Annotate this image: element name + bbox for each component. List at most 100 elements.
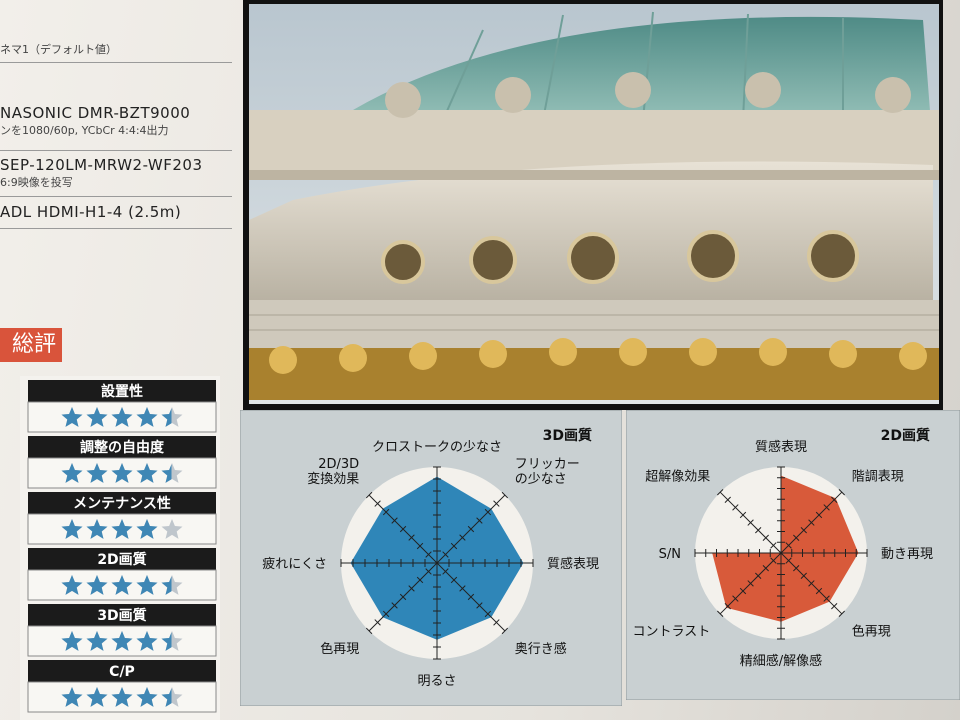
axis-tick (425, 551, 432, 558)
axis-tick (793, 534, 800, 541)
axis-tick (785, 542, 792, 549)
star (111, 631, 133, 651)
axis-tick (374, 500, 381, 507)
axis-label: 質感表現 (547, 556, 599, 572)
axis-tick (755, 572, 762, 579)
axis-tick (374, 619, 381, 626)
spec-text: ADL HDMI-H1-4 (2.5m) (0, 203, 182, 221)
axis-tick (800, 572, 807, 579)
axis-tick (724, 496, 731, 503)
axis-tick (399, 593, 407, 601)
star (111, 687, 133, 707)
axis-tick (770, 557, 777, 564)
star (111, 519, 133, 539)
axis-tick (717, 610, 724, 617)
rating-label: 調整の自由度 (80, 439, 165, 456)
star (161, 464, 172, 483)
star (136, 631, 158, 651)
axis-tick (450, 576, 458, 584)
photo (243, 0, 943, 410)
star (161, 632, 172, 651)
axis-tick (365, 491, 373, 499)
axis-tick (838, 610, 845, 617)
rating-label: C/P (109, 664, 135, 680)
star (136, 463, 158, 483)
axis-tick (501, 491, 509, 499)
axis-tick (476, 602, 483, 609)
star-rating (61, 687, 172, 707)
axis-tick (747, 519, 754, 526)
star (111, 463, 133, 483)
star-rating (61, 463, 172, 483)
rating-header (28, 492, 216, 514)
star (161, 408, 172, 427)
rating-label: 設置性 (101, 383, 143, 400)
axis-label: 精細感/解像感 (740, 653, 822, 669)
axis-tick (467, 593, 475, 601)
star-rating (61, 575, 172, 595)
rating-label: 3D画質 (97, 607, 146, 624)
axis-tick (425, 568, 432, 575)
axis-label: 色再現 (852, 624, 891, 640)
star (86, 463, 108, 483)
star-rating (61, 519, 158, 539)
rating-label: メンテナンス性 (73, 495, 171, 512)
axis-tick (831, 603, 838, 610)
star (61, 575, 83, 595)
radar-title: 2D画質 (881, 427, 930, 444)
axis-tick (823, 595, 830, 602)
star (86, 519, 108, 539)
axis-tick (442, 568, 449, 575)
axis-tick (408, 585, 415, 592)
axis-tick (391, 517, 398, 524)
axis-tick (450, 542, 458, 550)
axis-tick (484, 508, 492, 516)
axis-label: 動き再現 (881, 547, 933, 562)
axis-label: の少なさ (515, 472, 567, 487)
axis-tick (382, 508, 390, 516)
star (86, 575, 108, 595)
axis-tick (459, 585, 466, 592)
spec-text: ネマ1（デフォルト値） (0, 43, 117, 56)
axis-tick (493, 500, 500, 507)
rating-header (28, 380, 216, 402)
axis-tick (459, 534, 466, 541)
axis-tick (732, 504, 739, 511)
axis-label: 奥行き感 (515, 641, 567, 657)
radar-title: 3D画質 (543, 427, 592, 444)
spec-text: 6:9映像を投写 (0, 176, 73, 189)
star (61, 407, 83, 427)
rating-header (28, 436, 216, 458)
axis-tick (815, 587, 823, 595)
star (136, 407, 158, 427)
axis-label: コントラスト (633, 625, 711, 640)
spec-row: SEP-120LM-MRW2-WF203 6:9映像を投写 (0, 156, 232, 197)
axis-tick (724, 603, 731, 610)
section-label: 総評 (0, 328, 62, 362)
axis-tick (762, 565, 769, 572)
axis-tick (442, 551, 449, 558)
axis-tick (476, 517, 483, 524)
axis-tick (391, 602, 398, 609)
axis-tick (755, 527, 762, 534)
axis-tick (732, 595, 739, 602)
axis-tick (808, 580, 815, 587)
axis-label: 2D/3D (318, 457, 359, 472)
axis-tick (717, 489, 724, 496)
star (61, 631, 83, 651)
rating-header (28, 660, 216, 682)
star-rating (61, 631, 172, 651)
axis-tick (762, 534, 769, 541)
axis-tick (747, 580, 754, 587)
star (61, 519, 83, 539)
axis-tick (365, 627, 373, 635)
axis-tick (467, 525, 475, 533)
star (86, 407, 108, 427)
axis-label: 変換効果 (307, 471, 359, 487)
star (136, 575, 158, 595)
axis-tick (838, 489, 845, 496)
